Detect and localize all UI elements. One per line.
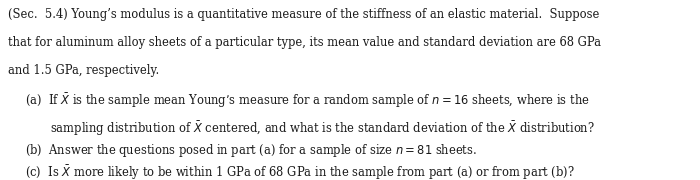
Text: (Sec.  5.4) Young’s modulus is a quantitative measure of the stiffness of an ela: (Sec. 5.4) Young’s modulus is a quantita… [8,8,600,21]
Text: that for aluminum alloy sheets of a particular type, its mean value and standard: that for aluminum alloy sheets of a part… [8,36,601,49]
Text: (b)  Answer the questions posed in part (a) for a sample of size $n = 81$ sheets: (b) Answer the questions posed in part (… [25,142,477,159]
Text: (a)  If $\bar{X}$ is the sample mean Young’s measure for a random sample of $n =: (a) If $\bar{X}$ is the sample mean Youn… [25,92,590,110]
Text: (c)  Is $\bar{X}$ more likely to be within 1 GPa of 68 GPa in the sample from pa: (c) Is $\bar{X}$ more likely to be withi… [25,164,575,180]
Text: and 1.5 GPa, respectively.: and 1.5 GPa, respectively. [8,64,160,77]
Text: sampling distribution of $\bar{X}$ centered, and what is the standard deviation : sampling distribution of $\bar{X}$ cente… [50,120,596,138]
